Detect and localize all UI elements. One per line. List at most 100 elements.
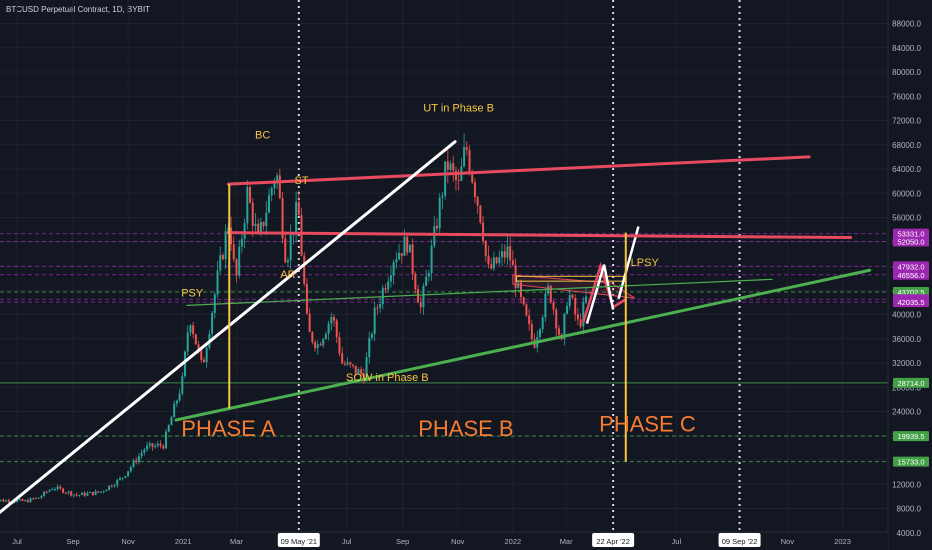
time-tick-label: Sep (66, 537, 79, 546)
price-level-tag[interactable] (893, 431, 929, 442)
candle-body (276, 175, 279, 182)
time-tick-label: 2023 (834, 537, 851, 546)
candle-body (121, 477, 124, 479)
candle-body (362, 373, 365, 382)
price-level-tag[interactable] (893, 377, 929, 388)
candle-body (37, 497, 40, 499)
price-tick-label: 64000.0 (892, 165, 921, 174)
candle-body (503, 251, 506, 258)
candle-body (148, 443, 151, 446)
candle-body (414, 273, 417, 290)
candle-body (576, 314, 579, 320)
trendline-inner-green[interactable] (186, 278, 773, 307)
price-tick-label: 36000.0 (892, 335, 921, 344)
candle-body (232, 244, 235, 260)
candle-body (357, 369, 360, 374)
annotation-label: PSY (181, 287, 204, 299)
candle-body (143, 449, 146, 453)
candle-body (433, 225, 436, 246)
annotation-label: BC (255, 130, 270, 142)
date-marker-tag[interactable] (718, 533, 761, 547)
candle-body (327, 323, 330, 334)
candle-body (319, 344, 322, 346)
price-level-tag[interactable] (893, 261, 929, 272)
candle-body (181, 376, 184, 394)
candle-body (476, 197, 479, 206)
price-level-tag[interactable] (893, 269, 929, 280)
candle-body (167, 425, 170, 432)
trendline-white-trend[interactable] (0, 140, 457, 522)
candle-body (365, 357, 368, 382)
candle-body (270, 188, 273, 196)
price-level-tag[interactable] (893, 456, 929, 467)
candle-body (314, 342, 317, 349)
candle-body (16, 500, 18, 503)
projection-white-path (585, 264, 615, 324)
candle-body (254, 223, 257, 227)
candle-body (368, 337, 371, 358)
trendline-rising-support[interactable] (174, 268, 872, 422)
candle-body (406, 236, 409, 253)
candle-body (379, 304, 382, 308)
candle-body (18, 499, 21, 501)
candle-body (468, 150, 471, 172)
candle-body (129, 466, 132, 472)
candle-body (7, 500, 10, 503)
candle-body (463, 147, 466, 167)
annotation-label: ST (294, 175, 308, 187)
price-level-tag[interactable] (893, 236, 929, 247)
candle-body (97, 491, 100, 493)
time-tick-label: Nov (781, 537, 795, 546)
candle-body (585, 296, 588, 303)
candle-body (335, 320, 338, 338)
candle-body (178, 393, 181, 401)
candle-body (427, 273, 430, 277)
candle-body (154, 445, 157, 448)
candle-body (346, 362, 349, 365)
candle-body (89, 491, 92, 494)
trendline-horizontal-resistance[interactable] (226, 231, 853, 240)
candle-body (110, 485, 113, 487)
annotation-label: AR (280, 269, 295, 281)
candle-body (389, 275, 392, 282)
candle-body (249, 187, 252, 203)
candle-body (262, 221, 265, 226)
candle-body (384, 288, 387, 290)
candle-body (81, 492, 84, 495)
trendline-upper-resistance[interactable] (226, 155, 811, 186)
candle-body (113, 485, 116, 487)
candle-body (498, 257, 501, 264)
candle-body (501, 251, 504, 258)
candle-body (297, 201, 300, 216)
price-tick-label: 4000.0 (897, 529, 922, 538)
candle-body (246, 187, 249, 224)
candle-body (343, 363, 346, 365)
candle-body (506, 246, 509, 258)
price-level-tag[interactable] (893, 228, 929, 239)
candle-body (132, 460, 135, 467)
candle-body (441, 195, 444, 198)
candle-body (202, 359, 205, 363)
date-marker-label: 09 Sep '22 (722, 537, 758, 546)
candle-body (251, 202, 254, 227)
annotation-label: UT in Phase B (423, 102, 494, 114)
date-marker-label: 09 May '21 (281, 537, 317, 546)
price-tick-label: 8000.0 (897, 505, 922, 514)
candle-body (330, 317, 333, 324)
price-level-tag[interactable] (893, 297, 929, 308)
candle-body (408, 244, 411, 253)
candle-body (259, 221, 262, 234)
candle-body (156, 443, 159, 446)
candle-body (479, 205, 482, 223)
candle-body (549, 285, 552, 303)
candle-body (91, 491, 94, 495)
phase-label: PHASE C (599, 412, 696, 437)
date-marker-tag[interactable] (592, 533, 635, 547)
candle-body (135, 460, 138, 463)
candle-body (538, 329, 541, 338)
time-tick-label: Sep (396, 537, 409, 546)
candle-body (2, 499, 5, 502)
candle-body (289, 235, 292, 261)
date-marker-tag[interactable] (277, 533, 320, 547)
